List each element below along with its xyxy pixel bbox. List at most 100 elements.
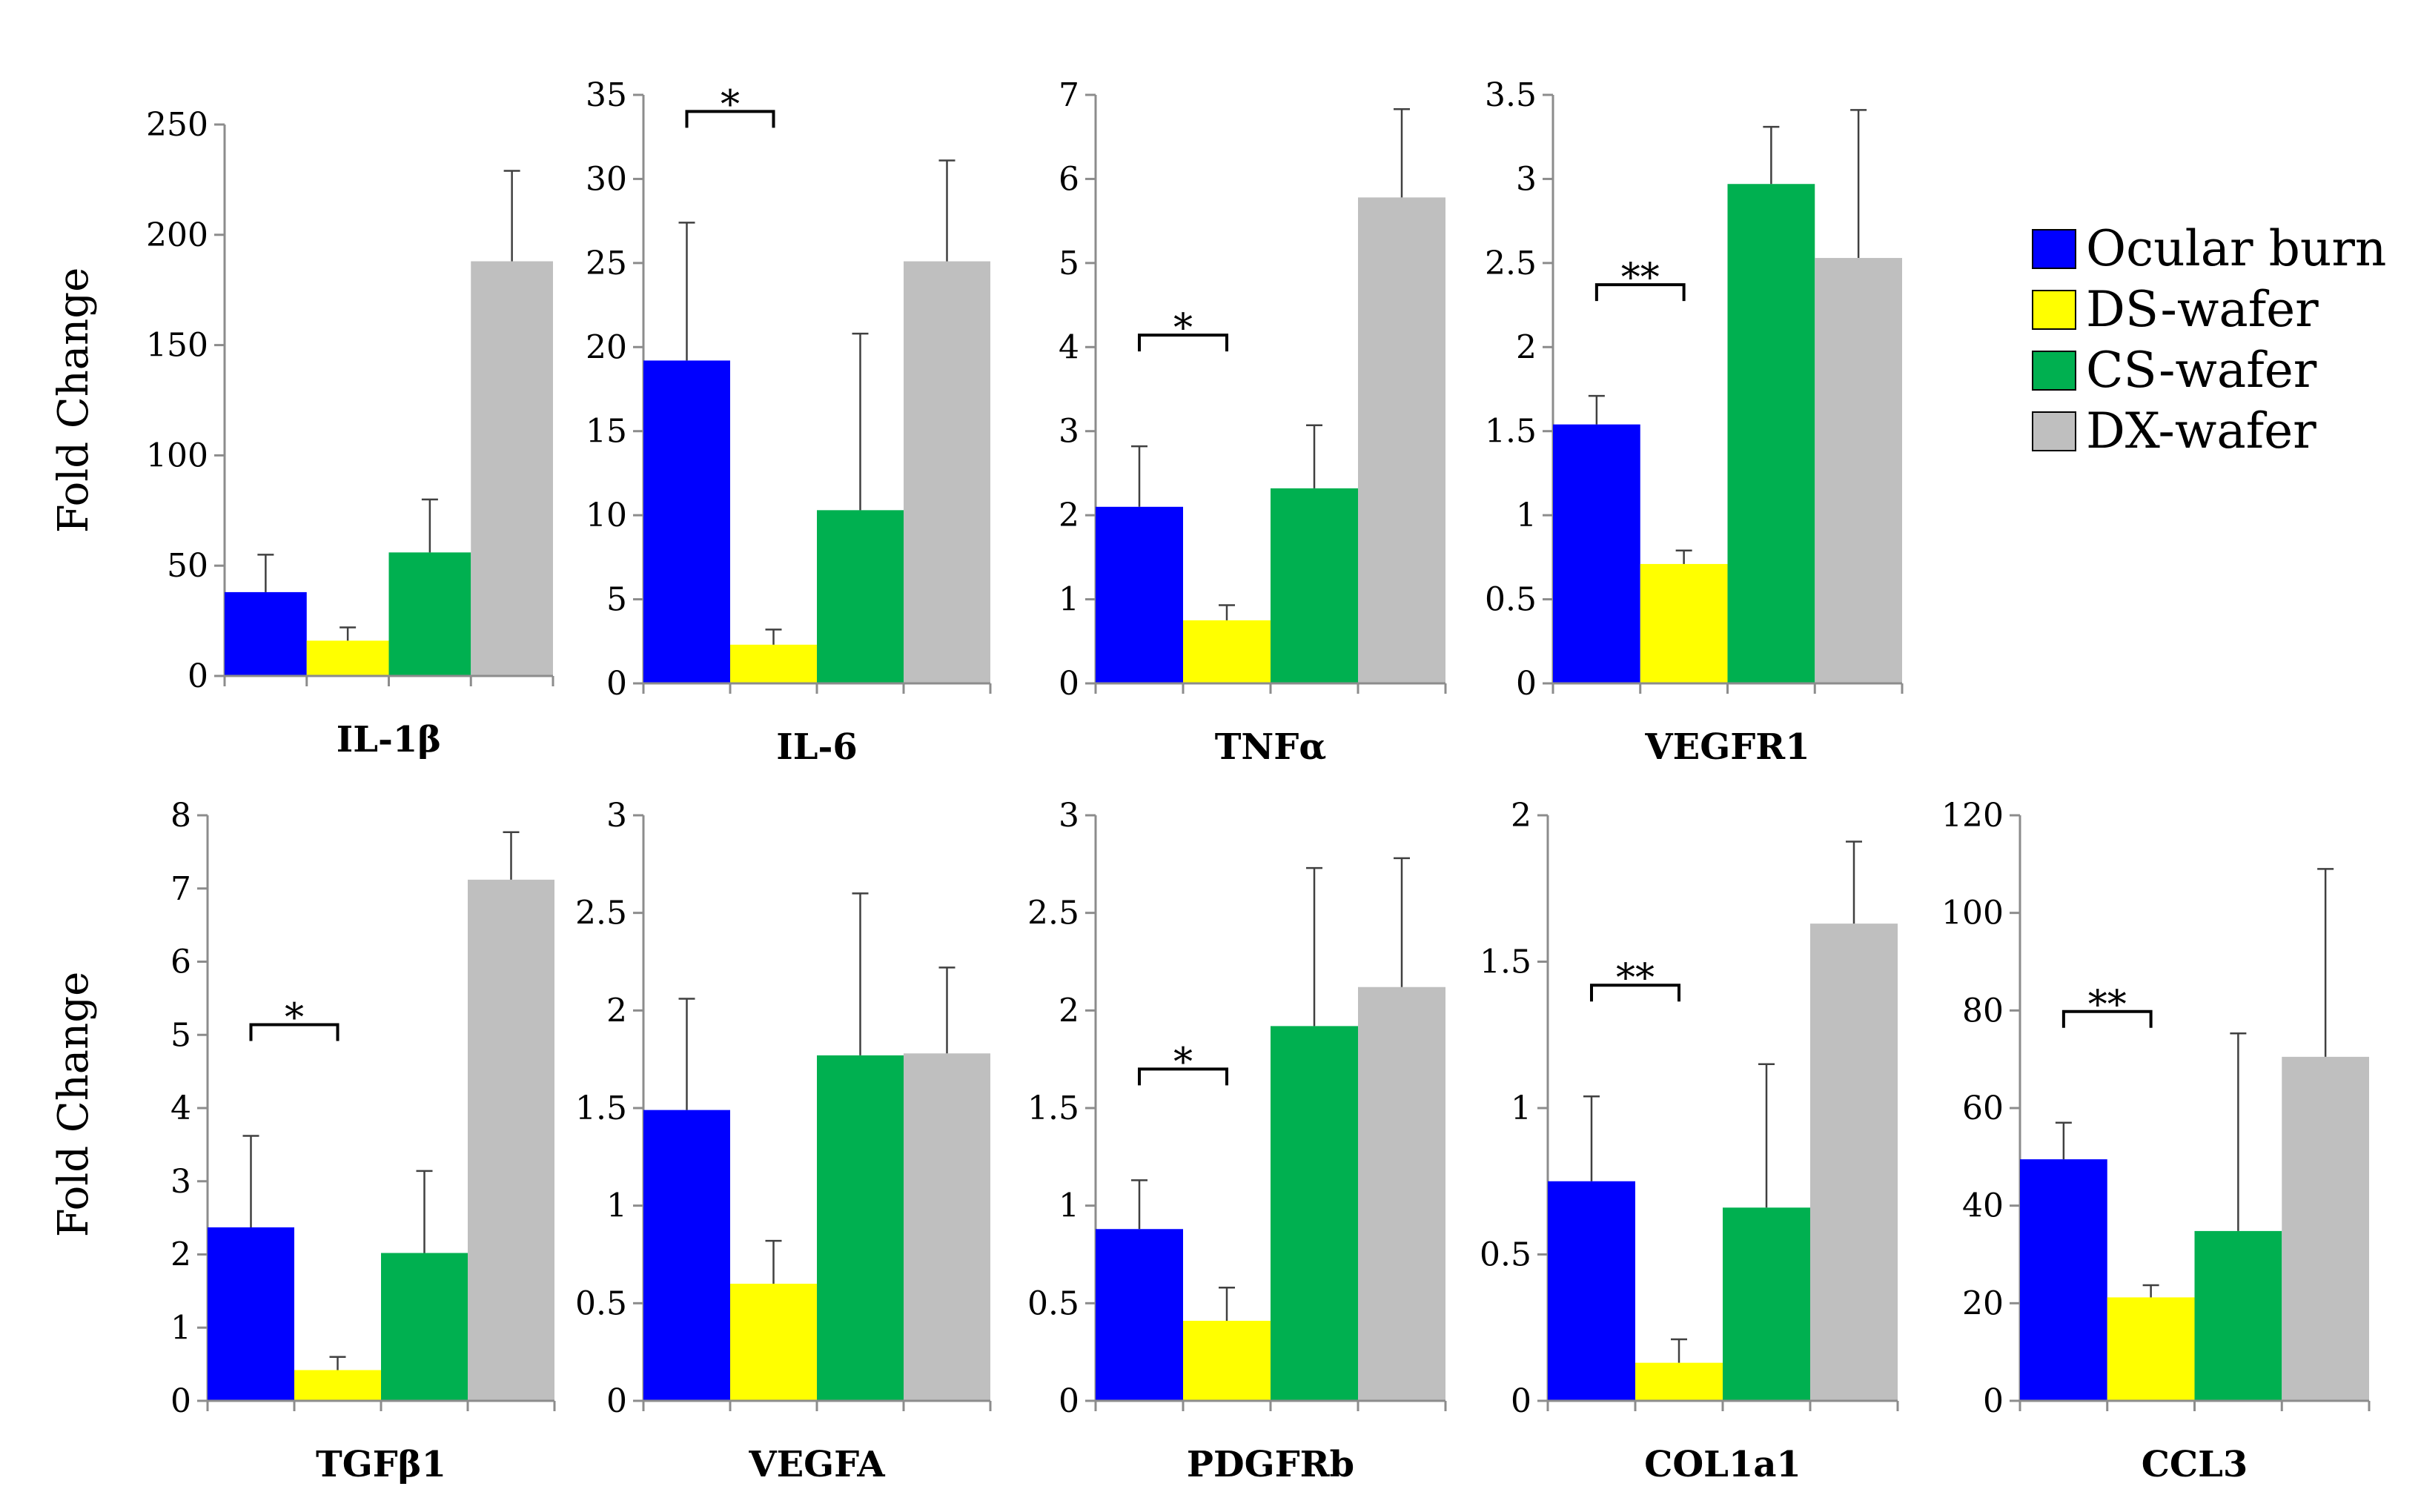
panel-2: 0 1 2 3 4 5 6 7 TNFα * [1059,76,1447,768]
y-tick-label: 120 [1941,797,2004,835]
panel-6: 0 0.5 1 1.5 2 2.5 3 PDGFRb * [1027,797,1447,1485]
y-tick-label: 8 [170,797,191,835]
bar-ocular-burn [643,360,730,683]
bar-cs-wafer [1271,488,1358,683]
y-tick-label: 200 [146,216,208,254]
y-tick-label: 3 [606,797,627,835]
legend-swatch [2032,411,2076,451]
y-tick-label: 1 [1059,581,1079,619]
y-tick-label: 3 [1059,797,1079,835]
bar-ds-wafer [730,1284,817,1401]
y-tick-label: 0 [1059,665,1079,703]
panel-label: VEGFR1 [1644,726,1809,768]
y-tick-label: 2.5 [1485,245,1537,282]
y-tick-label: 25 [586,245,627,282]
bar-cs-wafer [388,552,471,676]
y-tick-label: 1 [1059,1187,1079,1225]
significance-label: ** [1621,256,1660,300]
panel-0: 0 50 100 150 200 250 IL-1β [146,106,554,760]
y-tick-label: 20 [586,328,627,366]
y-tick-label: 7 [170,870,191,908]
y-tick-label: 5 [1059,245,1079,282]
panel-label: COL1a1 [1644,1444,1801,1485]
significance-bracket [1138,1067,1228,1086]
y-tick-label: 0 [606,665,627,703]
y-tick-label: 2.5 [575,895,627,932]
panel-label: IL-1β [337,719,441,760]
significance-label: ** [2088,983,2127,1027]
significance-bracket [1594,283,1686,302]
bar-dx-wafer [471,261,553,677]
y-tick-label: 1.5 [1480,944,1531,981]
legend-label: CS-wafer [2086,342,2317,399]
y-tick-label: 15 [586,413,627,451]
bar-dx-wafer [904,261,990,683]
y-tick-label: 150 [146,327,208,365]
bar-ocular-burn [208,1227,294,1401]
y-tick-label: 50 [167,547,208,585]
panel-4: 0 1 2 3 4 5 6 7 8 TGFβ1 * [170,797,556,1485]
chart-panels: 050100150200250IL-1β05101520253035IL-6*0… [146,76,2371,1485]
legend-label: Ocular burn [2086,220,2386,277]
significance-label: * [1173,306,1193,351]
panel-7: 0 0.5 1 1.5 2 COL1a1 ** [1480,797,1899,1485]
bar-dx-wafer [904,1053,990,1401]
y-tick-label: 4 [170,1090,191,1127]
y-tick-label: 40 [1962,1187,2004,1225]
bar-cs-wafer [2194,1230,2282,1401]
y-tick-label: 3 [1059,413,1079,451]
bar-dx-wafer [468,879,554,1401]
significance-bracket [249,1023,340,1041]
y-tick-label: 0 [188,657,208,695]
y-tick-label: 3 [1516,160,1537,198]
y-tick-label: 0 [1059,1382,1079,1420]
panel-5: 0 0.5 1 1.5 2 2.5 3 VEGFA [575,797,992,1485]
significance-label: * [721,82,740,127]
legend-item: DX-wafer [2032,402,2316,460]
y-tick-label: 1 [170,1309,191,1347]
y-tick-label: 3 [170,1163,191,1201]
bar-ocular-burn [1096,1229,1183,1401]
y-tick-label: 60 [1962,1090,2004,1127]
y-tick-label: 250 [146,106,208,144]
bar-dx-wafer [1810,924,1898,1401]
significance-bracket [2061,1009,2153,1028]
bar-cs-wafer [817,510,904,683]
y-tick-label: 2 [170,1236,191,1274]
y-tick-label: 5 [606,581,627,619]
bar-cs-wafer [1723,1207,1810,1401]
y-tick-label: 1.5 [1485,413,1537,451]
significance-bracket [685,110,775,128]
bar-ds-wafer [1640,563,1728,683]
y-tick-label: 100 [1941,895,2004,932]
y-tick-label: 6 [170,944,191,981]
panel-label: TGFβ1 [316,1444,446,1485]
y-tick-label: 0 [1516,665,1537,703]
y-tick-label: 6 [1059,160,1079,198]
panel-label: IL-6 [776,726,858,768]
significance-label: ** [1616,956,1655,1001]
legend-label: DS-wafer [2086,281,2319,338]
y-tick-label: 0.5 [1485,581,1537,619]
legend-swatch [2032,351,2076,391]
bar-dx-wafer [1815,258,1902,684]
y-tick-label: 30 [586,160,627,198]
bar-dx-wafer [2282,1056,2369,1401]
bar-ds-wafer [1635,1362,1723,1401]
panel-3: 0 0.5 1 1.5 2 2.5 3 3.5 VEGFR1 ** [1485,76,1904,768]
bar-ds-wafer [1183,620,1271,683]
bar-ocular-burn [2020,1159,2107,1401]
bar-dx-wafer [1358,197,1445,684]
y-tick-label: 1.5 [1027,1090,1079,1127]
panel-1: 0 5 10 15 20 25 30 35 IL-6 * [586,76,992,768]
significance-label: * [285,996,304,1041]
y-tick-label: 35 [586,76,627,114]
y-tick-label: 2 [1511,797,1531,835]
significance-label: * [1173,1040,1193,1084]
legend-label: DX-wafer [2086,402,2316,460]
panel-label: TNFα [1215,726,1327,768]
y-tick-label: 2 [1516,328,1537,366]
y-tick-label: 2.5 [1027,895,1079,932]
